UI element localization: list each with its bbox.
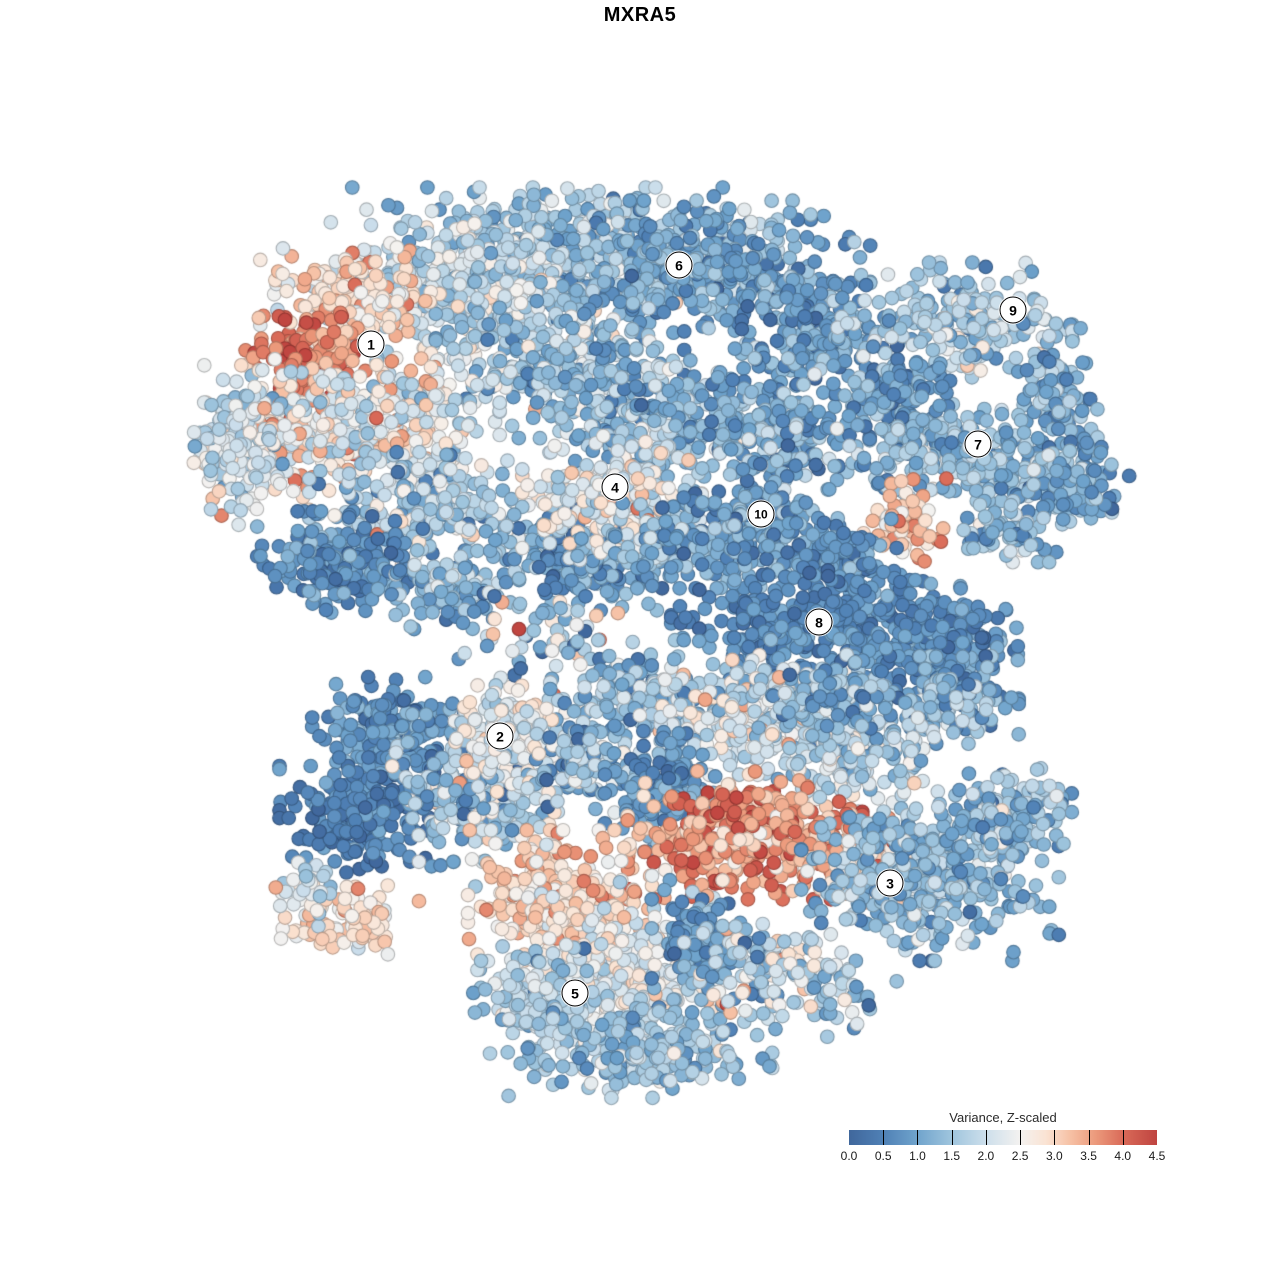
legend-tick-label: 4.5	[1148, 1149, 1166, 1163]
legend-tick-label: 3.0	[1045, 1149, 1063, 1163]
legend-tick-label: 1.0	[909, 1149, 926, 1163]
legend-tick-mark	[985, 1130, 987, 1145]
cluster-label-1: 1	[357, 330, 385, 358]
legend-tick-mark	[1088, 1130, 1090, 1145]
legend-colorbar	[849, 1130, 1157, 1145]
legend-tick-mark	[1122, 1130, 1124, 1145]
cluster-label-6: 6	[665, 251, 693, 279]
cluster-label-3: 3	[876, 869, 904, 897]
legend-tick-label: 2.5	[1011, 1149, 1029, 1163]
cluster-label-9: 9	[999, 296, 1027, 324]
legend-tick-label: 3.5	[1080, 1149, 1097, 1163]
legend-tick-mark	[1054, 1130, 1056, 1145]
legend-tick-label: 0.5	[874, 1149, 892, 1163]
cluster-label-4: 4	[601, 473, 629, 501]
legend-tick-labels: 0.0 0.5 1.0 1.5 2.0 2.5 3.0 3.5 4.0 4.5	[841, 1149, 1166, 1164]
legend-title: Variance, Z-scaled	[949, 1110, 1057, 1125]
legend-tick-label: 2.0	[977, 1149, 995, 1163]
legend-tick-label: 4.0	[1114, 1149, 1132, 1163]
legend-tick-mark	[917, 1130, 919, 1145]
legend-tick-label: 1.5	[943, 1149, 960, 1163]
colorbar-legend: Variance, Z-scaled 0.0 0.5 1.0 1.5 2.0 2.5 3.0…	[841, 1110, 1166, 1164]
cluster-label-5: 5	[561, 979, 589, 1007]
cluster-label-2: 2	[486, 722, 514, 750]
legend-tick-mark	[883, 1130, 885, 1145]
legend-tick-mark	[1020, 1130, 1022, 1145]
cluster-label-8: 8	[805, 608, 833, 636]
cluster-label-10: 10	[747, 500, 775, 528]
legend-tick-label: 0.0	[840, 1149, 858, 1163]
legend-tick-mark	[951, 1130, 953, 1145]
cluster-label-7: 7	[964, 430, 992, 458]
